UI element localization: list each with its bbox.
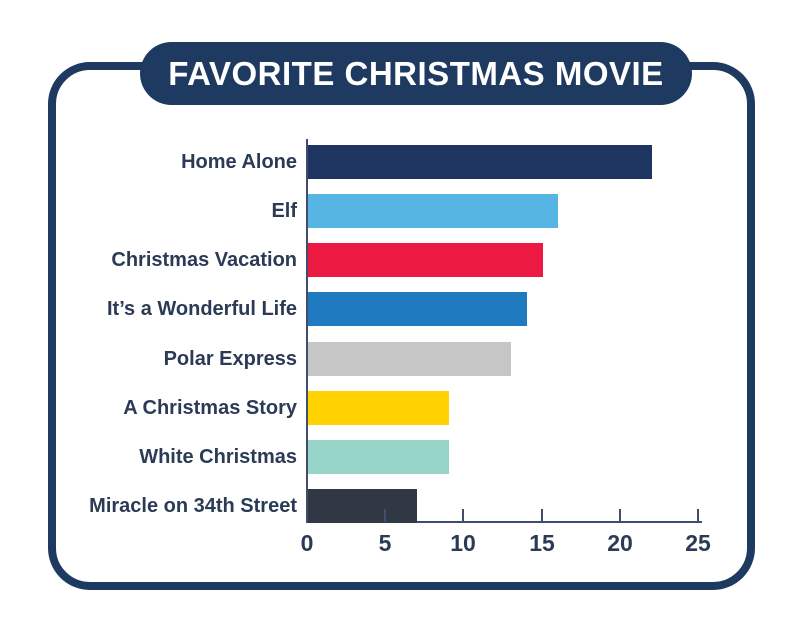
x-tick-mark — [384, 509, 386, 522]
bar — [308, 489, 417, 523]
bar — [308, 243, 543, 277]
category-label: Elf — [271, 199, 297, 222]
category-label: Miracle on 34th Street — [89, 494, 297, 517]
x-tick-label: 10 — [450, 530, 476, 556]
x-tick-mark — [541, 509, 543, 522]
x-tick-label: 25 — [685, 530, 711, 556]
category-label: Christmas Vacation — [111, 248, 297, 271]
bar — [308, 145, 652, 179]
bar — [308, 194, 558, 228]
x-tick-mark — [697, 509, 699, 522]
bar-row: It’s a Wonderful Life — [0, 292, 800, 326]
category-label: Home Alone — [181, 150, 297, 173]
bar-row: White Christmas — [0, 440, 800, 474]
bar-row: A Christmas Story — [0, 391, 800, 425]
bar — [308, 391, 449, 425]
bar — [308, 440, 449, 474]
bar-row: Miracle on 34th Street — [0, 489, 800, 523]
category-label: Polar Express — [163, 347, 297, 370]
chart-title-pill: FAVORITE CHRISTMAS MOVIE — [140, 42, 692, 105]
x-tick-label: 0 — [300, 530, 314, 556]
bar-row: Elf — [0, 194, 800, 228]
bar — [308, 292, 527, 326]
x-tick-mark — [619, 509, 621, 522]
bar-row: Home Alone — [0, 145, 800, 179]
category-label: A Christmas Story — [123, 396, 297, 419]
chart-title: FAVORITE CHRISTMAS MOVIE — [168, 54, 664, 92]
category-label: It’s a Wonderful Life — [106, 297, 297, 320]
x-tick-label: 5 — [378, 530, 392, 556]
x-tick-mark — [462, 509, 464, 522]
x-axis-line — [306, 521, 702, 523]
bar-row: Polar Express — [0, 342, 800, 376]
x-tick-mark — [306, 509, 308, 522]
x-tick-label: 15 — [529, 530, 555, 556]
x-tick-label: 20 — [607, 530, 633, 556]
bar — [308, 342, 511, 376]
category-label: White Christmas — [139, 445, 297, 468]
y-axis-line — [306, 139, 308, 523]
bar-row: Christmas Vacation — [0, 243, 800, 277]
